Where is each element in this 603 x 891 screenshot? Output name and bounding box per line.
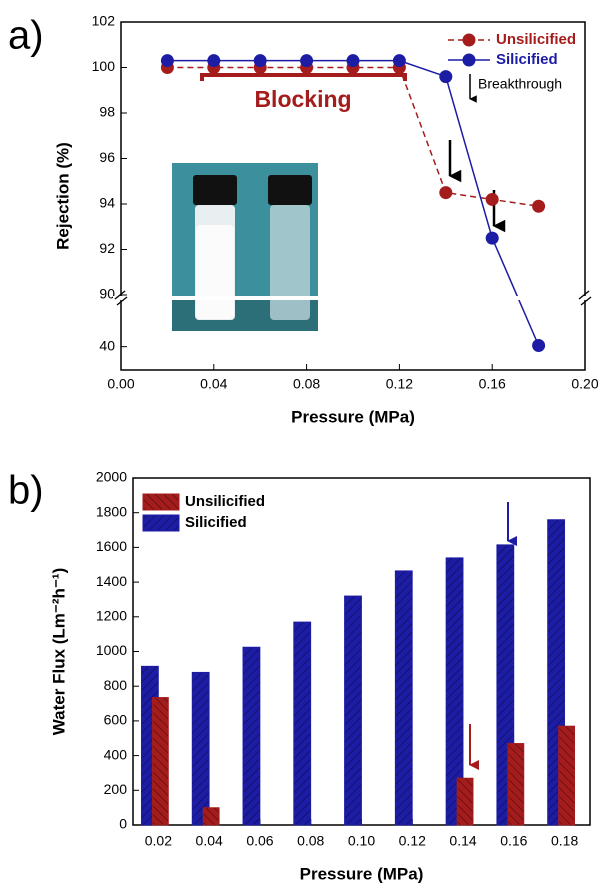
x-tick-label: 0.00	[107, 376, 134, 392]
y-tick-label: 600	[104, 712, 128, 728]
y-tick-label: 102	[92, 13, 116, 29]
data-point	[300, 54, 314, 68]
y-tick-label: 0	[119, 816, 127, 832]
y-tick-label: 40	[99, 337, 115, 353]
x-tick-label: 0.16	[479, 376, 506, 392]
bar	[507, 743, 525, 826]
legend-marker	[462, 53, 476, 67]
y-tick-label: 90	[99, 286, 115, 302]
y-tick-label: 200	[104, 781, 128, 797]
bar	[151, 697, 169, 826]
axis-break-gap	[113, 296, 593, 300]
bar	[344, 595, 362, 826]
x-tick-label: 0.04	[196, 833, 223, 849]
x-tick-label: 0.16	[500, 833, 527, 849]
x-axis-label: Pressure (MPa)	[291, 407, 415, 426]
data-point	[392, 54, 406, 68]
y-tick-label: 1000	[96, 642, 127, 658]
data-point	[532, 199, 546, 213]
axis-break-mark	[580, 296, 592, 306]
x-tick-label: 0.12	[386, 376, 413, 392]
x-tick-label: 0.18	[551, 833, 578, 849]
legend-label: Silicified	[185, 514, 247, 531]
y-tick-label: 1600	[96, 538, 127, 554]
data-point	[207, 54, 221, 68]
x-tick-label: 0.04	[200, 376, 227, 392]
bar	[456, 777, 474, 826]
x-tick-label: 0.08	[293, 376, 320, 392]
bar	[191, 671, 210, 826]
y-tick-label: 92	[99, 240, 115, 256]
y-axis-label: Rejection (%)	[53, 142, 72, 250]
bar	[394, 570, 413, 826]
y-tick-label: 98	[99, 104, 115, 120]
axis-break-mark	[578, 290, 590, 300]
y-tick-label: 96	[99, 149, 115, 165]
blocking-bracket	[200, 73, 407, 81]
x-tick-label: 0.02	[145, 833, 172, 849]
bar	[202, 807, 220, 826]
bar	[558, 725, 576, 826]
bar	[242, 646, 261, 826]
x-axis-label: Pressure (MPa)	[300, 864, 424, 883]
data-point	[346, 54, 360, 68]
data-point	[160, 54, 174, 68]
axis-break-mark	[116, 296, 128, 306]
x-tick-label: 0.12	[399, 833, 426, 849]
bar	[293, 621, 312, 826]
legend-marker	[462, 33, 476, 47]
y-tick-label: 400	[104, 746, 128, 762]
annotation: Breakthrough	[478, 76, 562, 92]
annotation: Blocking	[254, 86, 351, 112]
panel-label: b)	[8, 469, 44, 513]
data-point	[532, 339, 546, 352]
y-tick-label: 1800	[96, 503, 127, 519]
axis-break-mark	[114, 290, 126, 300]
x-tick-label: 0.08	[297, 833, 324, 849]
inset-photo	[172, 163, 318, 331]
panel-label: a)	[8, 14, 44, 58]
x-tick-label: 0.20	[571, 376, 598, 392]
x-tick-label: 0.14	[449, 833, 476, 849]
legend-label: Unsilicified	[496, 31, 576, 48]
legend-label: Silicified	[496, 51, 558, 68]
y-tick-label: 94	[99, 195, 115, 211]
x-tick-label: 0.10	[348, 833, 375, 849]
y-tick-label: 800	[104, 677, 128, 693]
y-tick-label: 1200	[96, 608, 127, 624]
plot-frame	[120, 21, 586, 371]
y-tick-label: 2000	[96, 469, 127, 485]
y-tick-label: 1400	[96, 573, 127, 589]
data-point	[439, 70, 453, 84]
data-point	[439, 186, 453, 200]
legend-swatch	[142, 493, 180, 511]
data-point	[253, 54, 267, 68]
x-tick-label: 0.06	[246, 833, 273, 849]
legend-label: Unsilicified	[185, 493, 265, 510]
data-point	[485, 192, 499, 206]
bar	[445, 557, 464, 826]
y-axis-label: Water Flux (Lm⁻²h⁻¹)	[49, 568, 68, 735]
y-tick-label: 100	[92, 58, 116, 74]
data-point	[485, 231, 499, 245]
legend-swatch	[142, 514, 180, 532]
